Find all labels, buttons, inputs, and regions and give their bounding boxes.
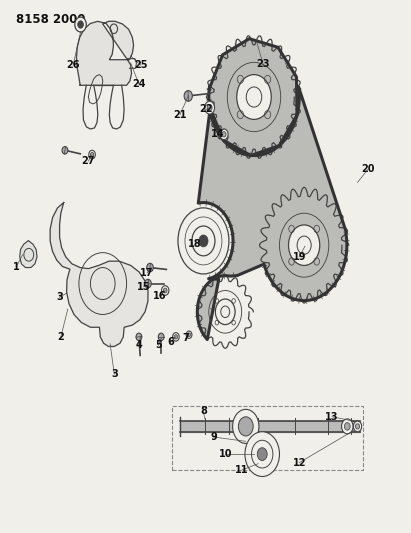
Text: 10: 10	[219, 449, 233, 459]
Circle shape	[178, 208, 229, 274]
Circle shape	[62, 147, 68, 154]
Circle shape	[164, 288, 167, 293]
Text: 11: 11	[235, 465, 248, 475]
Text: 13: 13	[326, 412, 339, 422]
Polygon shape	[201, 281, 249, 343]
Polygon shape	[206, 36, 302, 158]
Text: 7: 7	[182, 334, 189, 343]
Circle shape	[162, 286, 169, 295]
Polygon shape	[197, 276, 253, 348]
Text: 23: 23	[256, 59, 270, 69]
Text: 21: 21	[173, 110, 187, 119]
Circle shape	[222, 132, 226, 137]
Polygon shape	[259, 187, 349, 303]
Text: 22: 22	[200, 104, 213, 114]
Circle shape	[205, 101, 215, 114]
Text: 26: 26	[67, 60, 80, 70]
Text: 9: 9	[210, 432, 217, 442]
Text: 25: 25	[134, 60, 147, 70]
Polygon shape	[50, 203, 148, 346]
Circle shape	[344, 423, 350, 430]
Circle shape	[145, 279, 151, 288]
Circle shape	[174, 335, 178, 339]
Polygon shape	[76, 21, 134, 85]
Text: 20: 20	[361, 165, 374, 174]
Text: 8158 2000: 8158 2000	[16, 13, 86, 26]
Circle shape	[233, 409, 259, 443]
Circle shape	[238, 417, 253, 436]
Polygon shape	[197, 39, 347, 340]
Text: 8: 8	[200, 407, 207, 416]
Circle shape	[207, 104, 212, 111]
Text: 6: 6	[167, 337, 174, 347]
Text: 2: 2	[58, 332, 64, 342]
Circle shape	[245, 432, 279, 477]
Circle shape	[186, 331, 192, 338]
Circle shape	[78, 21, 83, 28]
Circle shape	[90, 152, 94, 157]
Text: 27: 27	[82, 156, 95, 166]
Polygon shape	[214, 45, 294, 149]
Text: 15: 15	[137, 282, 150, 292]
Text: 3: 3	[56, 293, 63, 302]
Circle shape	[215, 299, 235, 325]
Polygon shape	[266, 196, 342, 294]
Circle shape	[221, 306, 230, 318]
Circle shape	[184, 91, 192, 101]
Circle shape	[199, 235, 208, 247]
Circle shape	[75, 17, 86, 32]
Text: 4: 4	[136, 341, 142, 350]
Circle shape	[237, 75, 271, 119]
Text: 14: 14	[211, 130, 224, 139]
Text: 16: 16	[153, 291, 166, 301]
Circle shape	[158, 333, 164, 341]
Circle shape	[187, 333, 191, 337]
Text: 18: 18	[188, 239, 202, 249]
Text: 19: 19	[293, 252, 306, 262]
Text: 24: 24	[132, 79, 145, 89]
Circle shape	[252, 440, 273, 468]
Circle shape	[192, 226, 215, 256]
Circle shape	[246, 87, 262, 107]
Text: 17: 17	[141, 268, 154, 278]
Text: 1: 1	[13, 262, 20, 271]
Circle shape	[342, 419, 353, 434]
Text: 12: 12	[293, 458, 306, 467]
Circle shape	[89, 150, 95, 159]
Circle shape	[297, 236, 311, 254]
Circle shape	[356, 424, 360, 429]
Circle shape	[289, 225, 320, 265]
Circle shape	[220, 129, 228, 140]
Circle shape	[257, 448, 267, 461]
Text: 5: 5	[155, 341, 162, 350]
Circle shape	[136, 333, 142, 341]
Circle shape	[353, 421, 362, 432]
Circle shape	[173, 333, 179, 341]
Circle shape	[147, 263, 153, 272]
Text: 3: 3	[111, 369, 118, 379]
Polygon shape	[20, 241, 37, 268]
